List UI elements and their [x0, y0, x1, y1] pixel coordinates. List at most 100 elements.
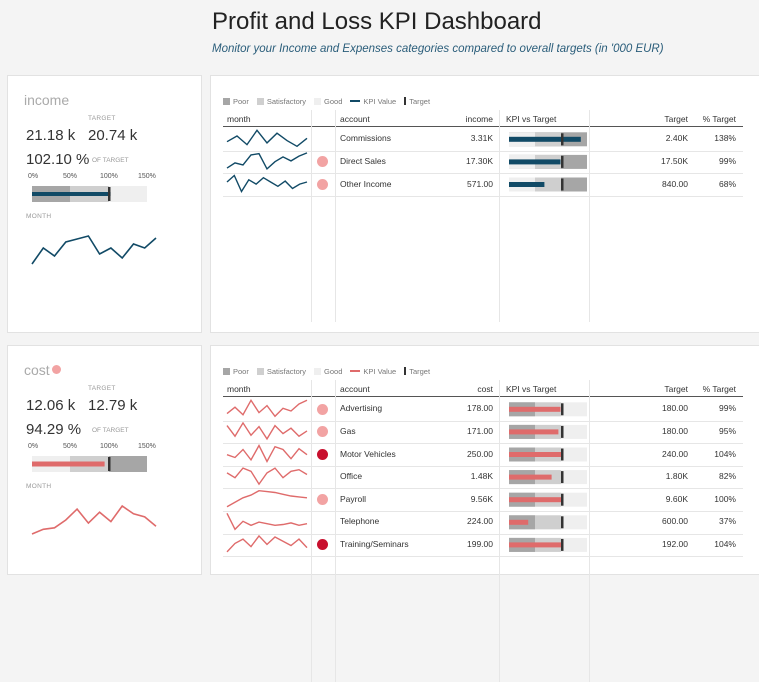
status-dot [317, 179, 328, 190]
bullet-kpi-bar [509, 497, 561, 503]
account-percent: 99% [718, 403, 736, 414]
row-sparkline [226, 443, 308, 464]
bullet-target-marker [561, 133, 564, 146]
row-sparkline [226, 174, 308, 193]
row-divider [223, 195, 743, 197]
legend-kpi: KPI Value [350, 97, 396, 106]
bullet-target-marker [561, 538, 564, 551]
income-summary-card: income TARGET 21.18 k 20.74 k 102.10 % O… [7, 75, 202, 333]
column-header-pct[interactable]: % Target [702, 384, 736, 394]
cost-status-dot [51, 365, 61, 374]
account-name: Commissions [340, 133, 392, 144]
income-value: 21.18 k [26, 127, 76, 144]
bullet-kpi-bar [509, 429, 559, 435]
cost-scale-50: 50% [63, 443, 78, 450]
legend-kpi: KPI Value [350, 367, 396, 376]
column-divider [335, 110, 336, 322]
account-target: 192.00 [662, 538, 688, 549]
account-value: 571.00 [467, 178, 493, 189]
column-header-account[interactable]: account [340, 384, 370, 394]
column-divider [499, 110, 500, 322]
status-dot [317, 539, 328, 551]
bullet-target-marker [561, 178, 564, 191]
row-divider [223, 443, 743, 445]
column-header-target[interactable]: Target [664, 384, 688, 394]
status-dot [317, 156, 328, 168]
cost-target-caption: TARGET [88, 385, 116, 392]
column-header-value[interactable]: cost [477, 384, 493, 394]
column-divider [589, 380, 590, 682]
column-header-month[interactable]: month [227, 114, 251, 124]
column-header-pct[interactable]: % Target [702, 114, 736, 124]
account-value: 17.30K [466, 155, 493, 166]
cost-bullet-chart [32, 456, 147, 472]
legend-satisfactory: Satisfactory [256, 97, 306, 106]
income-bullet-chart [32, 186, 147, 202]
row-sparkline [226, 129, 308, 148]
row-sparkline [226, 398, 308, 418]
column-header-target[interactable]: Target [664, 114, 688, 124]
column-header-bullet[interactable]: KPI vs Target [506, 384, 557, 394]
legend-poor: Poor [223, 367, 249, 376]
account-value: 171.00 [467, 425, 493, 436]
legend-target: Target [404, 97, 430, 106]
account-name: Motor Vehicles [340, 448, 396, 459]
bullet-kpi-bar [509, 452, 564, 457]
header-divider [223, 396, 743, 397]
bullet-target-marker [561, 493, 564, 506]
income-label: income [24, 92, 70, 108]
bullet-kpi-bar [509, 519, 529, 525]
cost-scale-0: 0% [28, 443, 39, 450]
income-month-caption: MONTH [26, 213, 52, 220]
income-target-caption: TARGET [88, 115, 116, 122]
account-value: 199.00 [467, 538, 493, 549]
account-target: 180.00 [662, 403, 688, 414]
income-scale-150: 150% [138, 173, 156, 180]
column-header-account[interactable]: account [340, 114, 370, 124]
legend-good: Good [314, 367, 342, 376]
bullet-target-marker [561, 516, 564, 529]
income-target-value: 20.74 k [88, 127, 138, 144]
column-header-value[interactable]: income [465, 114, 493, 124]
income-of-target-caption: OF TARGET [92, 157, 129, 164]
bullet-kpi-bar [509, 136, 581, 142]
account-value: 1.48K [470, 471, 493, 482]
account-name: Advertising [340, 403, 383, 414]
account-name: Other Income [340, 178, 392, 189]
account-value: 9.56K [470, 493, 493, 504]
column-divider [589, 110, 590, 322]
row-sparkline [226, 489, 308, 508]
row-sparkline [226, 421, 308, 441]
account-target: 600.00 [662, 516, 688, 527]
income-table-card: Poor Satisfactory Good KPI Value Target … [210, 75, 759, 333]
table-graphics [226, 398, 587, 553]
bullet-kpi-bar [509, 406, 561, 412]
account-percent: 138% [714, 133, 736, 144]
cost-table-card: Poor Satisfactory Good KPI Value Target … [210, 345, 759, 682]
cost-summary-card: cost TARGET 12.06 k 12.79 k 94.29 % OF T… [7, 345, 202, 575]
column-header-month[interactable]: month [227, 384, 251, 394]
income-scale-50: 50% [63, 173, 78, 180]
account-percent: 100% [714, 493, 736, 504]
account-name: Office [340, 471, 363, 482]
account-name: Payroll [340, 493, 366, 504]
bullet-kpi-bar [509, 159, 561, 165]
income-target-marker [108, 187, 111, 201]
cost-label: cost [24, 362, 61, 378]
header-divider [223, 126, 743, 127]
status-dot [317, 449, 328, 460]
column-divider [311, 380, 312, 682]
legend-poor: Poor [223, 97, 249, 106]
income-kpi-bar [32, 192, 111, 196]
account-value: 224.00 [467, 516, 493, 527]
cost-of-target-caption: OF TARGET [92, 427, 129, 434]
row-divider [223, 420, 743, 422]
column-header-bullet[interactable]: KPI vs Target [506, 114, 557, 124]
account-percent: 95% [718, 425, 736, 436]
column-divider [499, 380, 500, 682]
income-scale-0: 0% [28, 173, 39, 180]
income-summary-graphics [31, 186, 157, 265]
income-trend-line [31, 235, 157, 265]
table-graphics [226, 129, 587, 193]
cost-label-text: cost [24, 362, 50, 378]
